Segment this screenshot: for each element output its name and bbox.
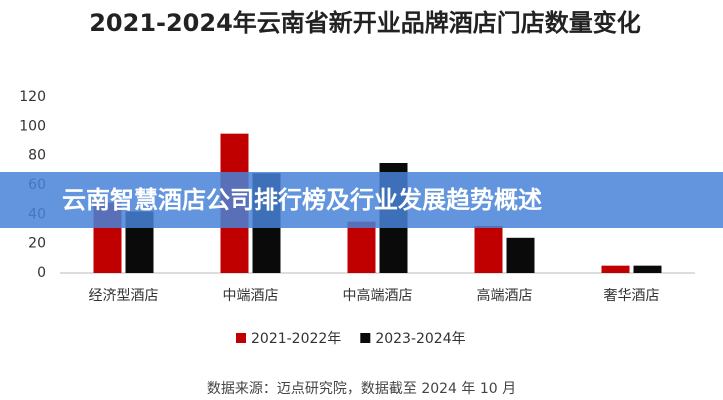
y-tick-label: 100 <box>19 118 46 134</box>
bar <box>474 226 503 273</box>
y-tick-label: 20 <box>28 236 46 252</box>
y-tick-label: 80 <box>28 148 46 164</box>
chart-title: 2021-2024年云南省新开业品牌酒店门店数量变化 <box>89 9 641 37</box>
x-tick-label: 中高端酒店 <box>343 287 413 304</box>
overlay-banner: 云南智慧酒店公司排行榜及行业发展趋势概述 <box>0 172 723 228</box>
y-tick-label: 0 <box>37 265 46 281</box>
legend-label: 2023-2024年 <box>375 331 465 347</box>
x-tick-label: 经济型酒店 <box>89 288 159 304</box>
bar <box>347 221 376 273</box>
x-tick-label: 中端酒店 <box>223 288 279 304</box>
bar <box>633 265 662 273</box>
bar <box>506 237 535 273</box>
x-tick-label: 高端酒店 <box>477 287 533 304</box>
legend-swatch <box>360 333 371 343</box>
bar <box>601 265 630 273</box>
legend-swatch <box>236 333 246 343</box>
legend-label: 2021-2022年 <box>251 331 341 347</box>
x-tick-label: 奢华酒店 <box>604 288 660 304</box>
source-note: 数据来源：迈点研究院，数据截至 2024 年 10 月 <box>206 381 517 397</box>
y-tick-label: 120 <box>19 89 46 105</box>
